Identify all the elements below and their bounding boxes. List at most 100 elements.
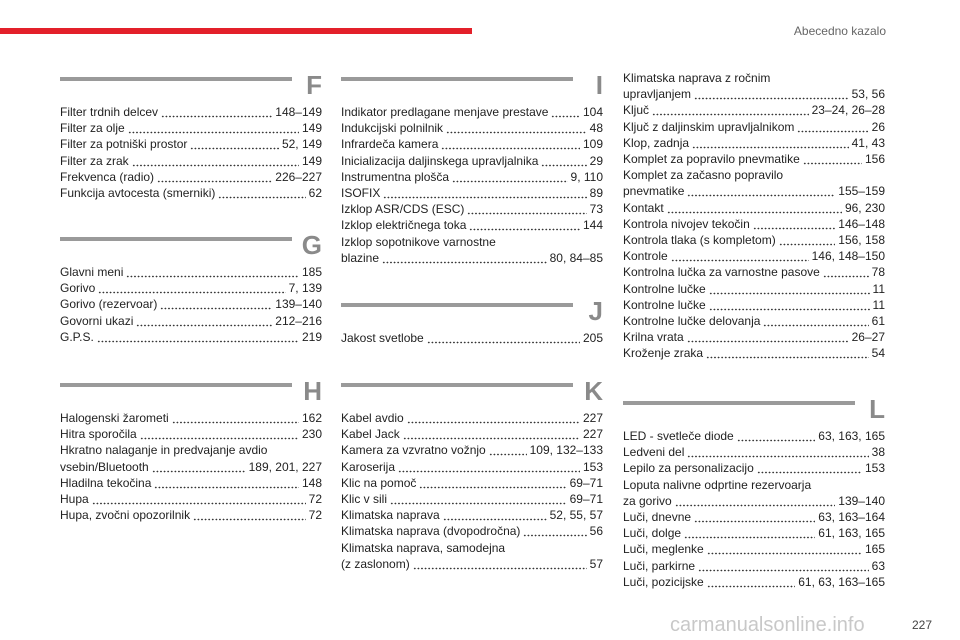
dot-leader [96, 328, 299, 345]
entry-label: Ključ z daljinskim upravljalnikom [623, 119, 795, 134]
dot-leader [674, 492, 836, 509]
dot-leader [91, 491, 306, 507]
header-title: Abecedno kazalo [793, 24, 886, 38]
dot-leader [402, 426, 580, 443]
section-letter: J [588, 296, 603, 326]
entry-label: Hladilna tekočina [60, 475, 152, 490]
index-entry: Govorni ukazi 212–216 [60, 312, 322, 329]
dot-leader [698, 557, 869, 574]
entry-pages: 69–71 [569, 492, 603, 506]
entry-label: Luči, parkirne [623, 558, 696, 573]
dot-leader [126, 264, 299, 280]
entry-pages: 52, 149 [281, 137, 322, 152]
dot-leader [488, 442, 527, 459]
dot-leader [419, 474, 567, 491]
index-entry: Kontakt 96, 230 [623, 199, 885, 216]
dot-leader [687, 183, 836, 200]
entry-label: Klimatska naprava z ročnim [623, 71, 771, 85]
index-entry: Hupa 72 [60, 491, 322, 507]
entry-label: Kroženje zraka [623, 346, 704, 361]
entry-pages: 230 [301, 427, 322, 442]
entry-pages: 23–24, 26–28 [811, 103, 885, 118]
entry-pages: 63 [871, 558, 885, 573]
entry-label: za gorivo [623, 493, 672, 508]
header-bar [0, 28, 472, 34]
entry-label: Karoserija [341, 459, 396, 474]
index-entry: Gorivo (rezervoar) 139–140 [60, 296, 322, 313]
entry-pages: 56 [589, 524, 603, 539]
entry-pages: 146, 148–150 [811, 249, 885, 264]
entry-pages: 80, 84–85 [549, 250, 603, 265]
entry-pages: 48 [589, 121, 603, 136]
section-rule [623, 401, 855, 405]
entry-label: Hitra sporočila [60, 427, 137, 442]
entry-pages: 57 [589, 556, 603, 571]
dot-leader [127, 120, 299, 137]
dot-leader [441, 136, 580, 153]
entry-pages: 61 [871, 314, 885, 328]
dot-leader [666, 199, 842, 216]
index-entry: Klic na pomoč 69–71 [341, 474, 603, 491]
index-entry: Filter za zrak 149 [60, 152, 322, 169]
entry-label: Inicializacija daljinskega upravljalnika [341, 153, 539, 168]
entry-label: Luči, dolge [623, 526, 682, 541]
entry-label: Lepilo za personalizacijo [623, 461, 754, 476]
entry-label: (z zaslonom) [341, 556, 410, 571]
entry-label: Kontrolne lučke delovanja [623, 314, 761, 328]
entry-label: Klimatska naprava (dvopodročna) [341, 524, 521, 539]
index-entry: Kamera za vzvratno vožnjo 109, 132–133 [341, 442, 603, 459]
entry-label: Kontrola nivojev tekočin [623, 216, 750, 231]
index-entry: LED - svetleče diode 63, 163, 165 [623, 428, 885, 444]
index-entry: Luči, pozicijske 61, 63, 163–165 [623, 573, 885, 590]
entry-pages: 26–27 [851, 330, 885, 345]
dot-leader [446, 120, 587, 137]
index-entry: Kontrola tlaka (s kompletom) 156, 158 [623, 232, 885, 248]
entry-label: LED - svetleče diode [623, 429, 734, 443]
entry-label: Loputa nalivne odprtine rezervoarja [623, 477, 812, 492]
index-entry: Lepilo za personalizacijo 153 [623, 460, 885, 477]
dot-leader [193, 507, 306, 524]
watermark: carmanualsonline.info [670, 614, 865, 636]
entry-label: Kabel avdio [341, 411, 404, 425]
entry-pages: 41, 43 [851, 135, 885, 150]
section-rule [341, 303, 573, 307]
dot-leader [797, 118, 869, 135]
index-entry: Klop, zadnja 41, 43 [623, 134, 885, 151]
index-entry: Instrumentna plošča 9, 110 [341, 168, 603, 185]
index-entry: Kontrolne lučke delovanja 61 [623, 313, 885, 329]
dot-leader [684, 525, 816, 542]
entry-label: Halogenski žarometi [60, 411, 169, 425]
section-letter: K [584, 376, 603, 406]
index-entry: Ledveni del 38 [623, 444, 885, 461]
section-letter: F [306, 70, 322, 100]
entry-label: Kamera za vzvratno vožnjo [341, 443, 486, 458]
entry-label: Funkcija avtocesta (smerniki) [60, 186, 216, 200]
entry-pages: 54 [871, 346, 885, 361]
dot-leader [670, 248, 809, 265]
entry-label: ISOFIX [341, 186, 381, 200]
entry-pages: 219 [301, 329, 322, 344]
entry-label: Komplet za popravilo pnevmatike [623, 152, 800, 166]
dot-leader [822, 264, 869, 281]
entry-pages: 72 [308, 508, 322, 523]
dot-leader [752, 215, 836, 232]
index-entry: upravljanjem 53, 56 [623, 86, 885, 103]
entry-label: Izklop električnega toka [341, 218, 467, 233]
entry-pages: 89 [589, 186, 603, 200]
section-rule [341, 77, 573, 81]
section-letter: G [301, 230, 322, 260]
index-entry: Kabel avdio 227 [341, 410, 603, 426]
entry-pages: 11 [872, 297, 885, 312]
dot-leader [541, 152, 587, 169]
index-entry: Luči, dnevne 63, 163–164 [623, 509, 885, 525]
entry-pages: 153 [582, 459, 603, 474]
entry-label: Izklop sopotnikove varnostne [341, 234, 496, 249]
entry-label: Hkratno nalaganje in predvajanje avdio [60, 443, 268, 458]
index-entry: Kontrolna lučka za varnostne pasove 78 [623, 264, 885, 281]
dot-leader [139, 426, 299, 443]
dot-leader [736, 428, 816, 444]
entry-pages: 63, 163, 165 [818, 429, 885, 443]
dot-leader [98, 280, 286, 297]
entry-pages: 139–140 [838, 493, 885, 508]
entry-label: Luči, pozicijske [623, 574, 704, 589]
